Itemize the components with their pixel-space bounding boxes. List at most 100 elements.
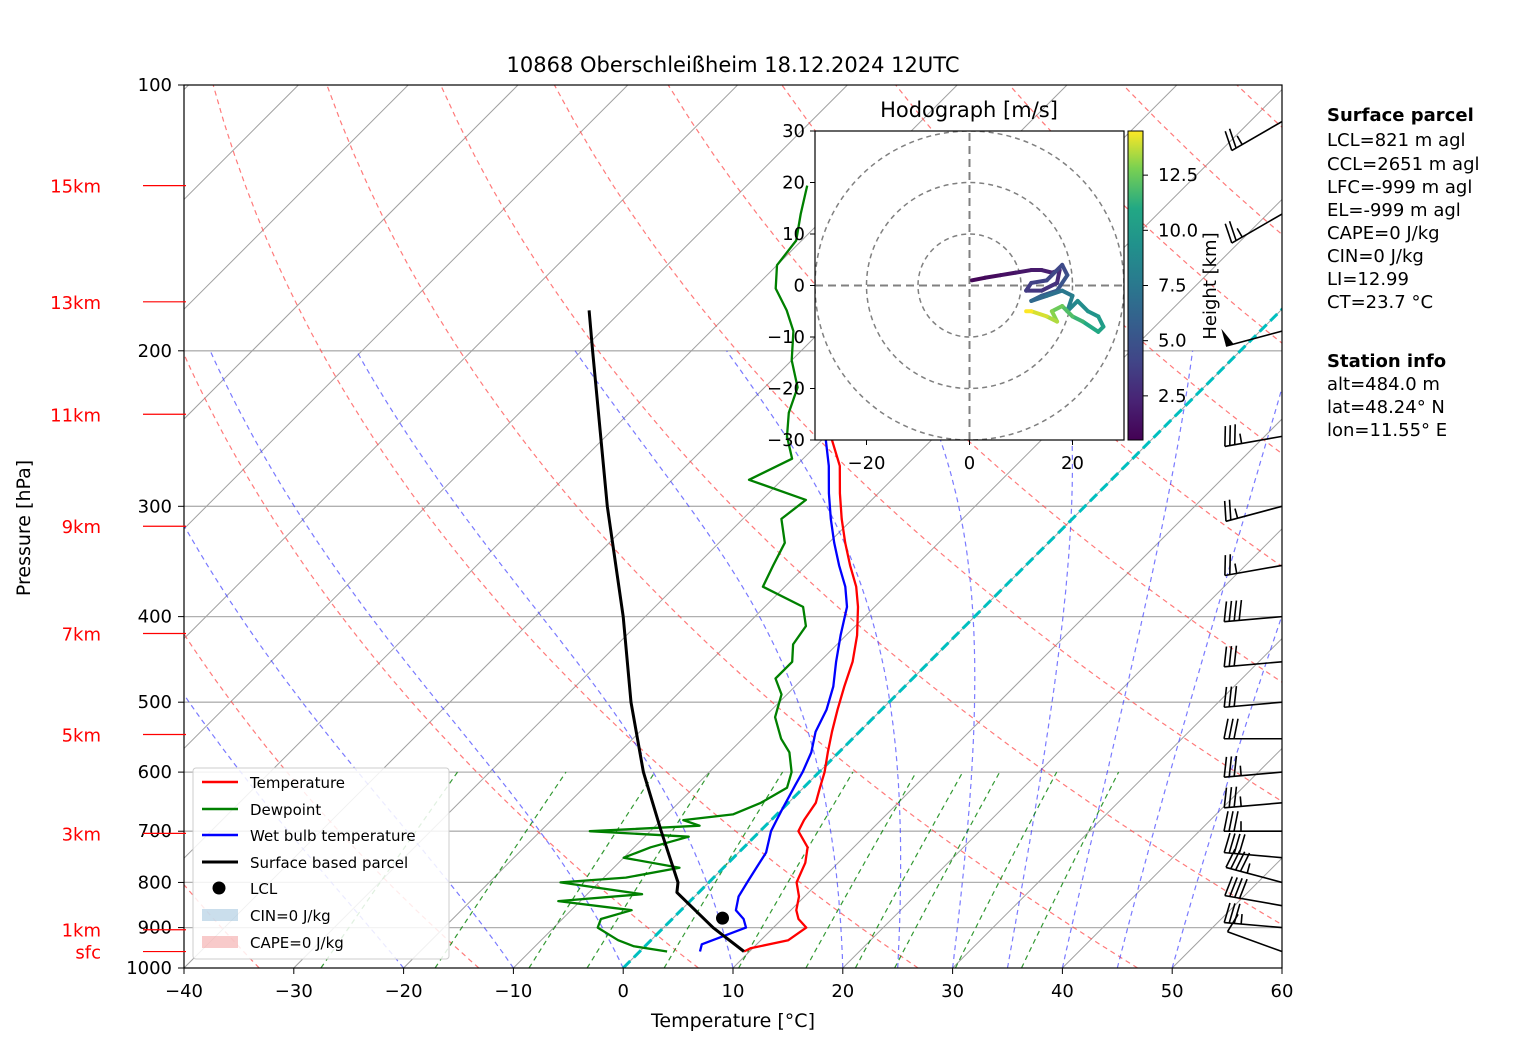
legend-cape-label: CAPE=0 J/kg — [250, 934, 344, 952]
y-axis-label: Pressure [hPa] — [13, 460, 35, 596]
y-tick-label: 700 — [138, 821, 172, 842]
y-tick-label: 100 — [138, 75, 172, 96]
x-tick-label: 30 — [941, 981, 964, 1002]
surface-parcel-line: LCL=821 m agl — [1327, 130, 1466, 151]
legend-cape-swatch — [202, 936, 238, 948]
hodograph-ring — [865, 181, 1074, 390]
height-tick-label: 5km — [62, 726, 101, 747]
hodograph-inset: Hodograph [m/s] −20 0 20 30 20 10 0 −10 −20 −30 2… — [767, 98, 1221, 474]
colorbar — [1127, 130, 1144, 441]
surface-parcel-line: EL=-999 m agl — [1327, 200, 1461, 221]
hodograph-segment — [1029, 309, 1049, 319]
wind-barb — [1223, 786, 1283, 809]
x-tick-label: −20 — [385, 981, 423, 1002]
wind-barb — [1223, 811, 1282, 833]
surface-parcel-line: LFC=-999 m agl — [1327, 177, 1472, 198]
hodograph-x-tick-label: 20 — [1061, 453, 1084, 474]
wind-barb — [1224, 554, 1283, 577]
wind-barb — [1223, 902, 1283, 929]
legend-wetbulb-label: Wet bulb temperature — [250, 827, 416, 845]
info-panel: Surface parcel LCL=821 m agl CCL=2651 m … — [1327, 105, 1480, 441]
dry-adiabat — [184, 352, 699, 968]
y-tick-label: 200 — [138, 341, 172, 362]
mixing-ratio-line — [434, 771, 567, 968]
hodograph-y-tick-label: −20 — [767, 379, 805, 400]
y-tick-label: 900 — [138, 918, 172, 939]
wind-barb — [1223, 645, 1283, 668]
hodograph-segment — [1044, 262, 1065, 283]
x-axis-label: Temperature [°C] — [650, 1010, 815, 1032]
surface-parcel-line: CIN=0 J/kg — [1327, 246, 1424, 267]
height-tick-label: 11km — [50, 405, 101, 426]
y-tick-label: 800 — [138, 872, 172, 893]
y-tick-label: 500 — [138, 692, 172, 713]
hodograph-segment — [1065, 298, 1080, 314]
legend-parcel-label: Surface based parcel — [250, 854, 408, 872]
axes: −40 −30 −20 −10 0 10 20 30 40 50 60100200300400500… — [50, 75, 1293, 1002]
x-tick-label: 60 — [1271, 981, 1294, 1002]
legend-temperature-label: Temperature — [249, 774, 345, 792]
y-tick-label: 1000 — [126, 958, 172, 979]
wind-barbs — [1221, 120, 1283, 953]
colorbar-tick-label: 7.5 — [1158, 276, 1187, 297]
legend-dewpoint-label: Dewpoint — [250, 801, 321, 819]
mixing-ratio-line — [954, 771, 1058, 968]
height-tick-label: 7km — [62, 624, 101, 645]
legend: Temperature Dewpoint Wet bulb temperatur… — [192, 767, 450, 960]
isotherm-line — [184, 85, 519, 420]
hodograph-x-tick-label: 0 — [964, 453, 975, 474]
wind-barb — [1224, 424, 1283, 448]
colorbar-tick-label: 12.5 — [1158, 165, 1198, 186]
moist-adiabat — [1171, 613, 1282, 968]
isotherm-line — [952, 637, 1282, 968]
hodograph-segment — [1029, 293, 1049, 303]
legend-frame — [192, 767, 450, 960]
moist-adiabat — [726, 350, 902, 968]
dry-adiabat — [1464, 85, 1517, 968]
wind-barb — [1223, 600, 1283, 623]
y-tick-label: 400 — [138, 607, 172, 628]
wind-barb — [1223, 686, 1283, 709]
surface-parcel-line: CCL=2651 m agl — [1327, 154, 1480, 175]
hodograph-y-tick-label: 30 — [782, 121, 805, 142]
colorbar-tick-label: 2.5 — [1158, 386, 1187, 407]
station-info-line: lat=48.24° N — [1327, 397, 1445, 418]
moist-adiabat — [209, 350, 624, 968]
hodograph-segment — [1055, 268, 1062, 285]
wind-barb — [1223, 832, 1283, 859]
hodograph-trace — [970, 262, 1106, 334]
hodograph-segment — [982, 273, 1003, 280]
hodograph-rings — [815, 131, 1124, 440]
mixing-ratio-line — [854, 771, 964, 968]
height-tick-label: 3km — [62, 824, 101, 845]
wind-barb — [1224, 213, 1283, 244]
x-tick-label: −40 — [165, 981, 203, 1002]
mixing-ratio-line — [1020, 771, 1120, 968]
dry-adiabat — [553, 85, 1282, 803]
y-tick-label: 600 — [138, 762, 172, 783]
isotherm-line — [732, 418, 1282, 968]
hodograph-y-tick-label: 0 — [794, 276, 805, 297]
height-tick-label: 1km — [62, 921, 101, 942]
chart-title: 10868 Oberschleißheim 18.12.2024 12UTC — [507, 53, 960, 77]
mixing-ratio-line — [894, 771, 1001, 968]
hodograph-y-tick-label: −30 — [767, 430, 805, 451]
hodograph-segment — [998, 270, 1018, 278]
legend-lcl-label: LCL — [250, 880, 278, 898]
legend-cin-swatch — [202, 909, 238, 921]
moist-adiabat — [574, 350, 844, 968]
freezing-isotherm — [622, 307, 1282, 968]
dry-adiabat — [440, 85, 1282, 926]
hodograph-segment — [1060, 304, 1075, 319]
moist-adiabat — [184, 524, 514, 968]
hodograph-segment — [1013, 268, 1034, 275]
moist-adiabat — [1006, 350, 1073, 968]
moist-adiabat — [1061, 350, 1194, 968]
hodograph-segment — [1039, 280, 1060, 293]
station-info-heading: Station info — [1327, 351, 1446, 372]
surface-parcel-line: CT=23.7 °C — [1327, 292, 1433, 313]
hodograph-y-tick-label: 10 — [782, 224, 805, 245]
series-dewpoint — [557, 185, 809, 953]
x-tick-label: 10 — [722, 981, 745, 1002]
